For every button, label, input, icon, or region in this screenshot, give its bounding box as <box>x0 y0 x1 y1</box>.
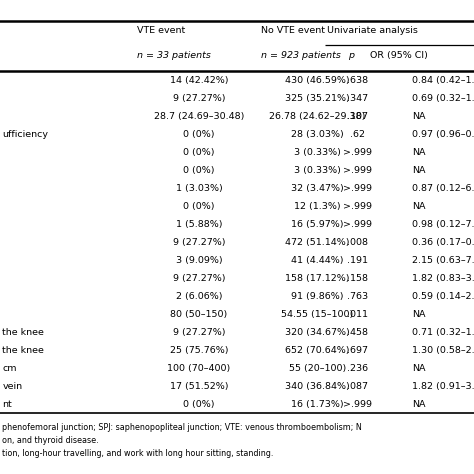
Text: the knee: the knee <box>2 346 44 355</box>
Text: 9 (27.27%): 9 (27.27%) <box>173 328 225 337</box>
Text: vein: vein <box>2 382 22 391</box>
Text: >.999: >.999 <box>343 220 373 229</box>
Text: the knee: the knee <box>2 328 44 337</box>
Text: NA: NA <box>412 148 426 157</box>
Text: 1 (5.88%): 1 (5.88%) <box>176 220 222 229</box>
Text: phenofemoral junction; SPJ: saphenopopliteal junction; VTE: venous thromboemboli: phenofemoral junction; SPJ: saphenopopli… <box>2 423 362 432</box>
Text: 158 (17.12%): 158 (17.12%) <box>285 274 350 283</box>
Text: NA: NA <box>412 202 426 211</box>
Text: 0.87 (0.12–6.57): 0.87 (0.12–6.57) <box>412 184 474 193</box>
Text: 28 (3.03%): 28 (3.03%) <box>291 130 344 139</box>
Text: .638: .638 <box>347 76 368 85</box>
Text: 320 (34.67%): 320 (34.67%) <box>285 328 350 337</box>
Text: 17 (51.52%): 17 (51.52%) <box>170 382 228 391</box>
Text: 14 (42.42%): 14 (42.42%) <box>170 76 228 85</box>
Text: 1.82 (0.83–3.98): 1.82 (0.83–3.98) <box>412 274 474 283</box>
Text: NA: NA <box>412 400 426 409</box>
Text: 9 (27.27%): 9 (27.27%) <box>173 94 225 103</box>
Text: 32 (3.47%): 32 (3.47%) <box>291 184 344 193</box>
Text: >.999: >.999 <box>343 166 373 175</box>
Text: 0 (0%): 0 (0%) <box>183 130 215 139</box>
Text: >.999: >.999 <box>343 148 373 157</box>
Text: .347: .347 <box>347 94 368 103</box>
Text: Univariate analysis: Univariate analysis <box>327 26 418 35</box>
Text: 2.15 (0.63–7.34): 2.15 (0.63–7.34) <box>412 256 474 265</box>
Text: 26.78 (24.62–29.38): 26.78 (24.62–29.38) <box>269 112 366 121</box>
Text: 0.97 (0.96–0.98): 0.97 (0.96–0.98) <box>412 130 474 139</box>
Text: .158: .158 <box>347 274 368 283</box>
Text: 12 (1.3%): 12 (1.3%) <box>294 202 341 211</box>
Text: VTE event: VTE event <box>137 26 186 35</box>
Text: 0 (0%): 0 (0%) <box>183 148 215 157</box>
Text: .763: .763 <box>347 292 368 301</box>
Text: 3 (0.33%): 3 (0.33%) <box>294 166 341 175</box>
Text: No VTE event: No VTE event <box>261 26 325 35</box>
Text: 3 (0.33%): 3 (0.33%) <box>294 148 341 157</box>
Text: cm: cm <box>2 364 17 373</box>
Text: 0 (0%): 0 (0%) <box>183 202 215 211</box>
Text: 0.84 (0.42–1.71): 0.84 (0.42–1.71) <box>412 76 474 85</box>
Text: .107: .107 <box>347 112 368 121</box>
Text: NA: NA <box>412 364 426 373</box>
Text: 430 (46.59%): 430 (46.59%) <box>285 76 350 85</box>
Text: .458: .458 <box>347 328 368 337</box>
Text: NA: NA <box>412 166 426 175</box>
Text: 1 (3.03%): 1 (3.03%) <box>176 184 222 193</box>
Text: 100 (70–400): 100 (70–400) <box>167 364 231 373</box>
Text: .236: .236 <box>347 364 368 373</box>
Text: 25 (75.76%): 25 (75.76%) <box>170 346 228 355</box>
Text: 41 (4.44%): 41 (4.44%) <box>292 256 344 265</box>
Text: 325 (35.21%): 325 (35.21%) <box>285 94 350 103</box>
Text: 16 (5.97%): 16 (5.97%) <box>292 220 344 229</box>
Text: 0.98 (0.12–7.90): 0.98 (0.12–7.90) <box>412 220 474 229</box>
Text: .191: .191 <box>347 256 368 265</box>
Text: .087: .087 <box>347 382 368 391</box>
Text: .011: .011 <box>347 310 368 319</box>
Text: 9 (27.27%): 9 (27.27%) <box>173 274 225 283</box>
Text: >.999: >.999 <box>343 184 373 193</box>
Text: 3 (9.09%): 3 (9.09%) <box>176 256 222 265</box>
Text: 55 (20–100): 55 (20–100) <box>289 364 346 373</box>
Text: tion, long-hour travelling, and work with long hour sitting, standing.: tion, long-hour travelling, and work wit… <box>2 449 274 458</box>
Text: 0.71 (0.32–1.54): 0.71 (0.32–1.54) <box>412 328 474 337</box>
Text: 1.30 (0.58–2.92): 1.30 (0.58–2.92) <box>412 346 474 355</box>
Text: 652 (70.64%): 652 (70.64%) <box>285 346 350 355</box>
Text: nt: nt <box>2 400 12 409</box>
Text: 0 (0%): 0 (0%) <box>183 166 215 175</box>
Text: NA: NA <box>412 112 426 121</box>
Text: on, and thyroid disease.: on, and thyroid disease. <box>2 436 99 445</box>
Text: 0.69 (0.32–1.50): 0.69 (0.32–1.50) <box>412 94 474 103</box>
Text: 16 (1.73%): 16 (1.73%) <box>291 400 344 409</box>
Text: .697: .697 <box>347 346 368 355</box>
Text: >.999: >.999 <box>343 202 373 211</box>
Text: >.999: >.999 <box>343 400 373 409</box>
Text: 472 (51.14%): 472 (51.14%) <box>285 238 350 247</box>
Text: 1.82 (0.91–3.65): 1.82 (0.91–3.65) <box>412 382 474 391</box>
Text: 0 (0%): 0 (0%) <box>183 400 215 409</box>
Text: 80 (50–150): 80 (50–150) <box>171 310 228 319</box>
Text: 2 (6.06%): 2 (6.06%) <box>176 292 222 301</box>
Text: 9 (27.27%): 9 (27.27%) <box>173 238 225 247</box>
Text: 0.36 (0.17–0.78): 0.36 (0.17–0.78) <box>412 238 474 247</box>
Text: 91 (9.86%): 91 (9.86%) <box>292 292 344 301</box>
Text: 28.7 (24.69–30.48): 28.7 (24.69–30.48) <box>154 112 244 121</box>
Text: 54.55 (15–100): 54.55 (15–100) <box>282 310 354 319</box>
Text: n = 33 patients: n = 33 patients <box>137 51 211 60</box>
Text: .008: .008 <box>347 238 368 247</box>
Text: p: p <box>348 51 355 60</box>
Text: NA: NA <box>412 310 426 319</box>
Text: 0.59 (0.14–2.51): 0.59 (0.14–2.51) <box>412 292 474 301</box>
Text: ufficiency: ufficiency <box>2 130 48 139</box>
Text: 340 (36.84%): 340 (36.84%) <box>285 382 350 391</box>
Text: .62: .62 <box>350 130 365 139</box>
Text: n = 923 patients: n = 923 patients <box>261 51 341 60</box>
Text: OR (95% CI): OR (95% CI) <box>370 51 428 60</box>
